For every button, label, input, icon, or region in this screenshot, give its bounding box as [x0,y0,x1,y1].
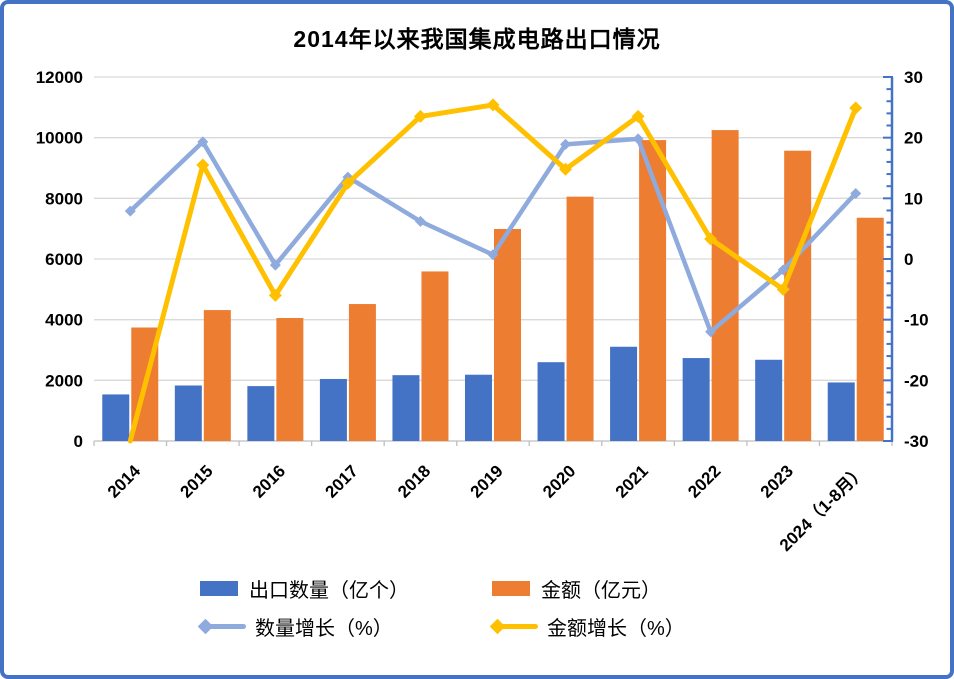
diamond-marker [777,264,789,276]
chart-title: 2014年以来我国集成电路出口情况 [293,26,661,52]
right-axis-tick-label: 10 [904,189,923,208]
legend-label-export-quantity: 出口数量（亿个） [249,579,409,602]
x-axis-tick-label: 2017 [322,461,362,501]
bar [827,382,855,441]
diamond-marker [413,109,427,123]
legend-label-quantity-growth: 数量增长（%） [255,617,393,640]
right-axis-labels: -30 -20 -10 0 10 20 30 [904,68,929,451]
legend-line-diamond-icon [489,618,538,634]
right-axis-tick-label: -30 [904,432,929,451]
chart-canvas: 0 2000 4000 6000 8000 10000 12000 -30 -20 -10 0 10 2… [36,68,929,555]
x-axis-labels: 2014 2015 2016 2017 2018 2019 2020 2021 2022 2023… [104,461,870,555]
x-axis-tick-label: 2015 [176,461,216,501]
legend-row-bars: 出口数量（亿个） 金额（亿元） [200,569,820,607]
diamond-marker [414,215,426,227]
bar [682,358,710,441]
right-axis-tick-label: -20 [904,371,929,390]
diamond-marker [632,133,644,145]
bar [102,394,130,441]
right-axis [883,76,894,442]
bar [319,378,347,441]
left-axis-tick-label: 2000 [45,371,83,390]
line-quantity-growth [124,133,862,338]
x-axis-tick-label: 2021 [612,461,652,501]
x-axis [93,440,893,446]
diamond-marker [486,98,500,112]
legend-item-amount-growth: 金额增长（%） [489,612,784,641]
chart-legend: 出口数量（亿个） 金额（亿元） 数量增长（%） 金额增长（%） [197,569,820,645]
bar [421,271,449,441]
legend-swatch-amount [492,580,530,596]
legend-label-amount: 金额（亿元） [541,579,661,602]
bar [856,217,884,441]
diamond-marker [268,288,282,302]
bars-amount [131,130,884,442]
right-axis-tick-label: -10 [904,311,929,330]
diamond-marker [197,136,209,148]
diamond-marker [487,249,499,261]
left-axis-tick-label: 10000 [36,129,83,148]
left-axis-tick-label: 12000 [36,68,83,87]
bar [348,304,376,441]
right-axis-tick-label: 30 [904,68,923,87]
diamond-marker [341,176,355,190]
left-axis-tick-label: 8000 [45,189,83,208]
bar [610,346,638,441]
diamond-marker [269,259,281,271]
bar [566,196,594,441]
legend-item-export-quantity: 出口数量（亿个） [200,574,492,603]
legend-item-quantity-growth: 数量增长（%） [197,612,492,641]
left-axis-tick-label: 0 [74,432,83,451]
x-axis-tick-label: 2023 [757,461,797,501]
diamond-marker [850,187,862,199]
left-axis-labels: 0 2000 4000 6000 8000 10000 12000 [36,68,83,451]
bar [639,140,667,442]
line-amount-growth [127,98,863,444]
right-axis-tick-label: 0 [904,250,913,269]
diamond-marker [705,326,717,338]
bar [276,317,304,441]
diamond-marker [849,101,863,115]
legend-item-amount: 金额（亿元） [492,574,784,603]
diamond-marker [560,138,572,150]
x-axis-tick-label: 2020 [539,461,579,501]
x-axis-tick-label: 2014 [104,461,145,502]
x-axis-tick-label: 2022 [684,461,724,501]
bar [711,130,739,441]
x-axis-tick-label: 2018 [394,461,434,501]
diamond-marker [776,282,790,296]
left-axis-tick-label: 6000 [45,250,83,269]
bar [203,310,231,441]
bar [247,386,275,441]
bar [755,359,783,441]
bars-export-quantity [102,346,855,441]
x-axis-tick-label: 2019 [467,461,507,501]
diamond-marker [559,162,573,176]
x-axis-tick-label: 2016 [249,461,289,501]
legend-row-lines: 数量增长（%） 金额增长（%） [197,607,820,645]
right-axis-tick-label: 20 [904,129,923,148]
bar [465,374,492,441]
legend-swatch-export-quantity [200,580,238,596]
diamond-marker [631,109,645,123]
diamond-marker [196,158,210,172]
diamond-marker [704,232,718,246]
left-axis-tick-label: 4000 [45,311,83,330]
bar [494,228,521,441]
bar [392,375,420,441]
bar [174,385,202,441]
legend-line-diamond-icon [197,618,246,634]
bar [784,150,812,441]
legend-label-amount-growth: 金额增长（%） [547,617,685,640]
diamond-marker [124,205,136,217]
bar [537,362,565,441]
